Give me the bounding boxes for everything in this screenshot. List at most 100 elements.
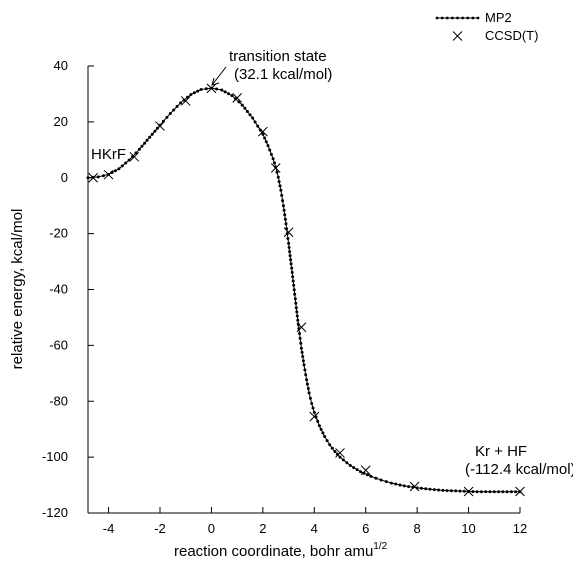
mp2-point (148, 135, 152, 139)
ccsdt-point (409, 481, 420, 492)
mp2-point (458, 489, 462, 493)
mp2-point (281, 199, 285, 203)
mp2-point (359, 470, 363, 474)
legend: MP2 CCSD(T) (435, 10, 538, 43)
mp2-point (204, 87, 208, 91)
mp2-point (292, 283, 296, 287)
mp2-point (253, 120, 257, 124)
mp2-point (419, 486, 423, 490)
mp2-point (304, 373, 308, 377)
mp2-point (220, 88, 224, 92)
legend-mp2-dot (456, 16, 459, 20)
legend-mp2-dot (461, 16, 465, 20)
y-axis-ticks: 40 20 0 -20 -40 -60 -80 -100 -120 (42, 58, 94, 520)
x-tick-label: 8 (414, 521, 421, 536)
x-tick-label: -4 (103, 521, 115, 536)
ccsdt-point (206, 83, 217, 94)
mp2-point (266, 144, 270, 148)
mp2-point (192, 91, 196, 95)
mp2-point (328, 443, 332, 447)
mp2-point (310, 402, 314, 405)
mp2-point (264, 140, 268, 144)
mp2-point (289, 262, 293, 266)
mp2-point (479, 490, 483, 494)
y-axis-label: relative energy, kcal/mol (9, 209, 26, 370)
mp2-point (293, 297, 297, 301)
mp2-point (306, 387, 310, 390)
mp2-point (302, 363, 306, 367)
mp2-point (287, 241, 291, 245)
mp2-point (86, 176, 90, 180)
mp2-point (471, 490, 475, 494)
legend-ccsdt-label: CCSD(T) (485, 28, 538, 43)
ccsdt-point (335, 448, 345, 458)
mp2-point (341, 458, 345, 462)
mp2-point (245, 110, 249, 113)
mp2-point (293, 292, 297, 296)
y-tick-label: -20 (49, 226, 68, 241)
mp2-point (283, 217, 287, 221)
mp2-point (281, 204, 285, 208)
mp2-point (290, 270, 294, 274)
mp2-point (168, 112, 172, 115)
mp2-point (215, 87, 219, 91)
mp2-point (295, 310, 299, 314)
mp2-point (268, 148, 272, 152)
y-tick-label: -80 (49, 393, 68, 408)
mp2-point (272, 161, 276, 165)
mp2-point (196, 89, 200, 93)
annotation-arrowhead (211, 77, 220, 86)
mp2-point (284, 222, 288, 226)
ccsdt-point (232, 92, 242, 103)
mp2-point (113, 169, 117, 173)
mp2-point (509, 490, 513, 494)
mp2-point (199, 88, 203, 91)
mp2-point (398, 483, 402, 487)
y-tick-label: 0 (61, 170, 68, 185)
mp2-point (276, 175, 280, 179)
x-tick-label: 12 (513, 521, 527, 536)
mp2-point (402, 484, 406, 488)
mp2-point (301, 359, 305, 363)
mp2-point (143, 141, 147, 145)
legend-mp2-dot (445, 16, 449, 20)
mp2-point (305, 378, 309, 382)
y-tick-label: -120 (42, 505, 68, 520)
mp2-point (279, 188, 283, 192)
ccsdt-point (515, 486, 525, 497)
mp2-point (505, 490, 509, 494)
mp2-point (295, 314, 299, 318)
annotation-reactant-line1: HKrF (91, 146, 126, 163)
mp2-point (271, 157, 275, 161)
annotation-product-line2: (-112.4 kcal/mol) (465, 461, 573, 478)
ccsdt-point (88, 172, 98, 183)
mp2-point (282, 208, 286, 212)
x-tick-label: 0 (208, 521, 215, 536)
mp2-point (321, 431, 325, 435)
mp2-point (275, 170, 279, 174)
mp2-point (428, 487, 432, 491)
mp2-point (189, 93, 193, 96)
legend-mp2-dot (476, 16, 480, 20)
mp2-point (140, 144, 144, 148)
mp2-point (230, 94, 234, 98)
mp2-point (296, 318, 300, 322)
mp2-point (492, 490, 496, 494)
ccsdt-point (180, 96, 191, 106)
mp2-point (379, 478, 383, 482)
x-tick-label: 2 (259, 521, 266, 536)
mp2-point (319, 427, 323, 431)
mp2-point (124, 161, 128, 165)
ccsdt-point (270, 163, 281, 173)
ccsdt-point (283, 227, 294, 238)
mp2-point (345, 461, 349, 465)
mp2-point (299, 341, 303, 345)
legend-mp2-dot (450, 16, 454, 20)
mp2-point (223, 90, 227, 94)
mp2-point (248, 113, 252, 117)
mp2-point (299, 346, 303, 350)
mp2-point (330, 446, 334, 450)
mp2-point (277, 180, 281, 184)
mp2-point (251, 116, 255, 120)
